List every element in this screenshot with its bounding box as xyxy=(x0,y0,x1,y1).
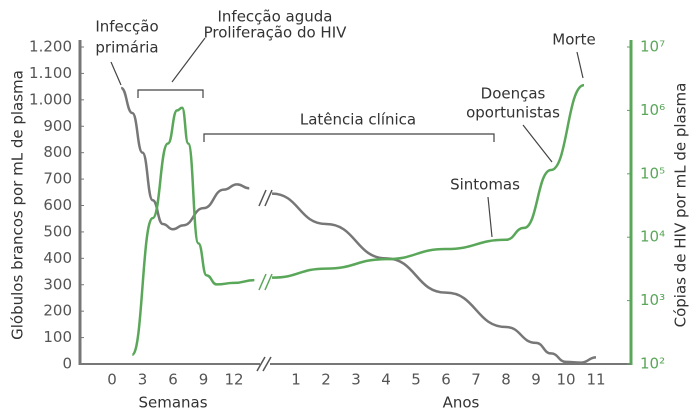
y-tick-label: 0 xyxy=(62,355,72,373)
y-tick-label: 900 xyxy=(43,117,72,135)
x-tick-label: 9 xyxy=(531,371,541,389)
x-axis-label: Anos xyxy=(443,394,480,412)
x-tick-label: 6 xyxy=(168,371,178,389)
data-line xyxy=(271,83,585,279)
y-tick-label: 500 xyxy=(43,222,72,240)
y-tick-label: 100 xyxy=(43,328,72,346)
y-tick-label: 1.100 xyxy=(29,64,72,82)
y2-tick-label: 10⁷ xyxy=(640,38,665,56)
axis-break xyxy=(258,273,273,291)
x-tick-label: 12 xyxy=(224,371,243,389)
y2-tick-label: 10³ xyxy=(640,291,665,309)
annotation: Sintomas xyxy=(450,176,520,194)
axis-break xyxy=(258,189,273,207)
y2-tick-label: 10² xyxy=(640,355,665,373)
annotation: Latência clínica xyxy=(300,111,416,129)
pointer xyxy=(522,124,553,163)
annotation: Morte xyxy=(552,31,595,49)
data-line xyxy=(120,86,250,231)
pointer xyxy=(487,196,493,238)
x-tick-label: 9 xyxy=(199,371,209,389)
x-axis-label: Semanas xyxy=(138,394,207,412)
y-tick-label: 1.200 xyxy=(29,38,72,56)
y-tick-label: 800 xyxy=(43,143,72,161)
y-axis-label: Glóbulos brancos por mL de plasma xyxy=(9,70,27,340)
y-tick-label: 200 xyxy=(43,302,72,320)
x-tick-label: 4 xyxy=(381,371,391,389)
x-tick-label: 3 xyxy=(351,371,361,389)
bracket xyxy=(203,133,495,142)
pointer xyxy=(171,37,206,83)
x-tick-label: 7 xyxy=(471,371,481,389)
x-tick-label: 2 xyxy=(321,371,331,389)
y-tick-label: 700 xyxy=(43,170,72,188)
y2-tick-label: 10⁶ xyxy=(640,101,665,119)
x-tick-label: 10 xyxy=(556,371,575,389)
annotation: primária xyxy=(95,39,158,57)
y2-tick-label: 10⁵ xyxy=(640,164,665,182)
y-tick-label: 1.000 xyxy=(29,90,72,108)
x-tick-label: 0 xyxy=(107,371,117,389)
x-tick-label: 1 xyxy=(291,371,301,389)
annotation: Proliferação do HIV xyxy=(204,24,348,42)
pointer xyxy=(576,51,584,79)
bracket xyxy=(137,89,204,98)
annotation: oportunistas xyxy=(466,104,560,122)
annotation: Infecção aguda xyxy=(217,8,332,26)
y2-axis-label: Cópias de HIV por mL de plasma xyxy=(672,83,690,328)
layout xyxy=(110,37,584,238)
annotation: Doenças xyxy=(481,85,546,103)
annotation: Infecção xyxy=(95,18,158,36)
y-tick-label: 400 xyxy=(43,249,72,267)
data-line xyxy=(271,192,597,364)
x-tick-label: 5 xyxy=(411,371,421,389)
axis-break xyxy=(256,356,272,372)
pointer xyxy=(110,61,122,86)
x-tick-label: 3 xyxy=(138,371,148,389)
y2-tick-label: 10⁴ xyxy=(640,228,665,246)
x-tick-label: 6 xyxy=(441,371,451,389)
y-tick-label: 300 xyxy=(43,275,72,293)
x-tick-label: 11 xyxy=(586,371,605,389)
data-line xyxy=(131,106,255,356)
x-tick-label: 8 xyxy=(501,371,511,389)
y-tick-label: 600 xyxy=(43,196,72,214)
